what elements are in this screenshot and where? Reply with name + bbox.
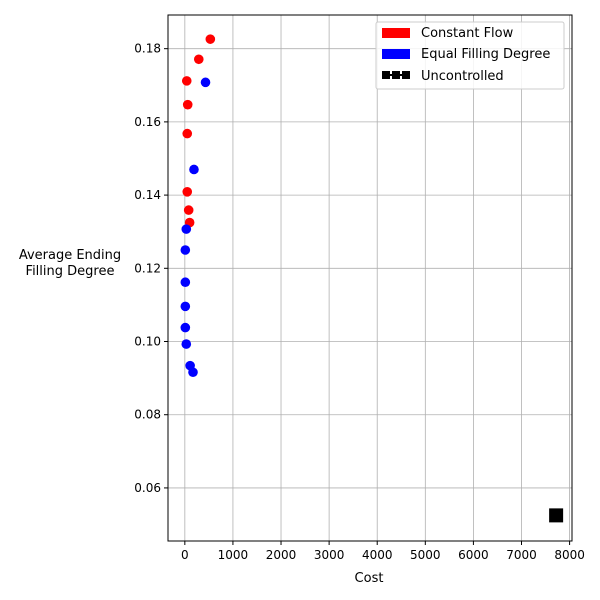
x-tick-label: 4000 — [362, 548, 393, 562]
data-point-constant-flow — [183, 205, 194, 215]
y-tick-label: 0.16 — [134, 115, 161, 129]
x-tick-label: 3000 — [314, 548, 345, 562]
legend-label-equal-filling-degree: Equal Filling Degree — [421, 47, 550, 62]
y-tick-label: 0.18 — [134, 42, 161, 56]
y-tick-label: 0.14 — [134, 188, 161, 202]
data-point-equal-filling-degree — [200, 77, 211, 88]
data-point-equal-filling-degree — [180, 277, 191, 288]
legend-label-uncontrolled: Uncontrolled — [421, 69, 504, 84]
grid-layer — [168, 15, 572, 541]
ticks-layer: 0 1000 2000 3000 4000 5000 6000 7000 8000 0.06 0.0… — [134, 42, 585, 562]
points-layer — [180, 34, 564, 523]
data-point-equal-filling-degree — [188, 367, 198, 378]
legend-swatch-constant-flow — [382, 28, 410, 38]
x-tick-label: 6000 — [458, 548, 489, 562]
y-axis-label-line1: Average Ending — [19, 248, 121, 263]
legend-label-constant-flow: Constant Flow — [421, 26, 514, 41]
y-tick-label: 0.08 — [134, 408, 161, 422]
data-point-constant-flow — [182, 128, 193, 139]
x-tick-label: 2000 — [266, 548, 297, 562]
data-point-equal-filling-degree — [180, 322, 191, 333]
x-tick-label: 5000 — [410, 548, 441, 562]
x-tick-label: 7000 — [506, 548, 537, 562]
data-point-constant-flow — [182, 99, 193, 110]
data-point-equal-filling-degree — [180, 245, 191, 255]
data-point-equal-filling-degree — [181, 224, 192, 234]
data-point-constant-flow — [193, 54, 204, 65]
data-point-constant-flow — [182, 186, 193, 197]
y-tick-label: 0.10 — [134, 335, 161, 349]
x-tick-label: 0 — [181, 548, 189, 562]
x-tick-label: 8000 — [554, 548, 585, 562]
legend-box — [375, 21, 565, 90]
legend: Constant Flow Equal Filling Degree Uncon… — [375, 21, 565, 90]
x-tick-label: 1000 — [218, 548, 249, 562]
data-point-equal-filling-degree — [180, 301, 191, 312]
legend-swatch-uncontrolled — [382, 71, 410, 79]
plot-frame — [167, 14, 573, 542]
data-point-constant-flow — [181, 76, 192, 86]
legend-swatch-equal-filling-degree — [382, 49, 410, 59]
data-point-equal-filling-degree — [189, 164, 199, 175]
data-point-constant-flow — [205, 34, 216, 44]
x-axis-label: Cost — [355, 571, 384, 586]
y-tick-label: 0.12 — [134, 261, 161, 275]
data-point-equal-filling-degree — [181, 339, 192, 349]
y-tick-label: 0.06 — [134, 481, 161, 495]
data-point-uncontrolled — [549, 508, 564, 523]
y-axis-label-line2: Filling Degree — [26, 264, 115, 279]
